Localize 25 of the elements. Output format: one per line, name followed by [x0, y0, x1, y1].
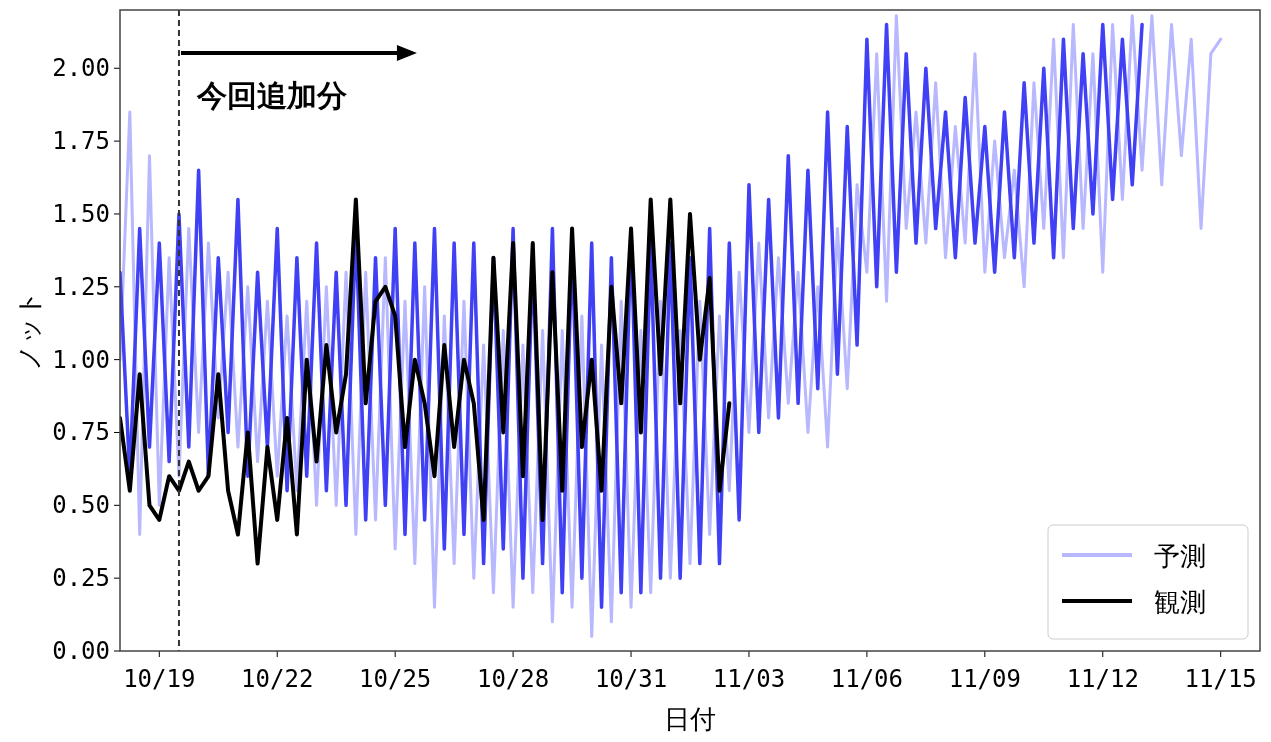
y-tick-label: 1.50 — [52, 199, 110, 228]
x-tick-label: 10/25 — [359, 665, 432, 693]
x-tick-label: 11/12 — [1066, 665, 1139, 693]
x-tick-label: 10/19 — [123, 665, 196, 693]
y-tick-label: 1.25 — [52, 272, 110, 301]
x-tick-label: 11/06 — [830, 665, 904, 693]
y-tick-label: 0.50 — [52, 491, 110, 520]
x-tick-label: 11/09 — [948, 665, 1021, 693]
y-tick-label: 1.75 — [52, 127, 110, 156]
y-tick-label: 0.00 — [52, 637, 110, 665]
y-tick-label: 0.25 — [52, 564, 110, 593]
line-series — [120, 197, 732, 566]
annotation: 今回追加分 — [195, 78, 347, 113]
y-tick-label: 0.75 — [52, 418, 110, 447]
x-tick-label: 11/03 — [712, 665, 786, 693]
x-tick-label: 10/28 — [476, 665, 550, 693]
y-axis-title: ノット — [14, 290, 44, 371]
x-tick-label: 10/31 — [594, 665, 668, 693]
legend-label: 予測 — [1154, 541, 1206, 571]
x-tick-label: 10/22 — [241, 665, 314, 693]
y-tick-label: 2.00 — [52, 54, 110, 83]
x-axis-title: 日付 — [664, 704, 716, 734]
legend-label: 観測 — [1154, 587, 1206, 617]
x-tick-label: 11/15 — [1184, 665, 1257, 693]
y-tick-label: 1.00 — [52, 345, 110, 374]
